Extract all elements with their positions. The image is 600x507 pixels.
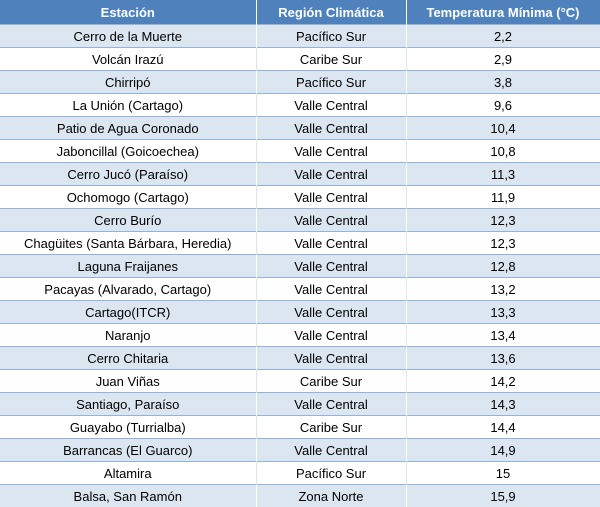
region-cell: Valle Central	[256, 140, 406, 163]
station-cell: Ochomogo (Cartago)	[0, 186, 256, 209]
region-cell: Valle Central	[256, 209, 406, 232]
column-header: Región Climática	[256, 0, 406, 25]
region-cell: Valle Central	[256, 301, 406, 324]
temperature-cell: 14,4	[406, 416, 600, 439]
temperature-cell: 2,2	[406, 25, 600, 48]
column-header: Estación	[0, 0, 256, 25]
station-cell: La Unión (Cartago)	[0, 94, 256, 117]
station-cell: Guayabo (Turrialba)	[0, 416, 256, 439]
station-cell: Barrancas (El Guarco)	[0, 439, 256, 462]
temperature-cell: 9,6	[406, 94, 600, 117]
temperature-cell: 14,9	[406, 439, 600, 462]
temperature-cell: 13,6	[406, 347, 600, 370]
temperature-cell: 2,9	[406, 48, 600, 71]
station-cell: Jaboncillal (Goicoechea)	[0, 140, 256, 163]
region-cell: Valle Central	[256, 94, 406, 117]
station-cell: Laguna Fraijanes	[0, 255, 256, 278]
region-cell: Caribe Sur	[256, 48, 406, 71]
temperature-cell: 3,8	[406, 71, 600, 94]
station-cell: Cerro de la Muerte	[0, 25, 256, 48]
station-cell: Chagüites (Santa Bárbara, Heredia)	[0, 232, 256, 255]
region-cell: Valle Central	[256, 117, 406, 140]
temperature-cell: 10,4	[406, 117, 600, 140]
station-cell: Cerro Jucó (Paraíso)	[0, 163, 256, 186]
region-cell: Valle Central	[256, 439, 406, 462]
region-cell: Valle Central	[256, 324, 406, 347]
temperature-cell: 11,3	[406, 163, 600, 186]
temperature-cell: 15	[406, 462, 600, 485]
column-header: Temperatura Mínima (°C)	[406, 0, 600, 25]
station-cell: Altamira	[0, 462, 256, 485]
temperature-cell: 14,2	[406, 370, 600, 393]
station-cell: Patio de Agua Coronado	[0, 117, 256, 140]
station-cell: Cartago(ITCR)	[0, 301, 256, 324]
temperature-cell: 15,9	[406, 485, 600, 507]
station-cell: Santiago, Paraíso	[0, 393, 256, 416]
station-cell: Juan Viñas	[0, 370, 256, 393]
region-cell: Valle Central	[256, 278, 406, 301]
temperature-cell: 13,3	[406, 301, 600, 324]
region-cell: Valle Central	[256, 393, 406, 416]
region-cell: Caribe Sur	[256, 370, 406, 393]
region-cell: Zona Norte	[256, 485, 406, 507]
region-cell: Pacífico Sur	[256, 462, 406, 485]
station-cell: Pacayas (Alvarado, Cartago)	[0, 278, 256, 301]
temperature-cell: 13,2	[406, 278, 600, 301]
table-row: Pacayas (Alvarado, Cartago)Valle Central…	[0, 278, 600, 301]
temperature-cell: 11,9	[406, 186, 600, 209]
station-cell: Balsa, San Ramón	[0, 485, 256, 507]
station-cell: Naranjo	[0, 324, 256, 347]
station-cell: Cerro Burío	[0, 209, 256, 232]
temperature-cell: 14,3	[406, 393, 600, 416]
table-row: Chagüites (Santa Bárbara, Heredia)Valle …	[0, 232, 600, 255]
station-cell: Volcán Irazú	[0, 48, 256, 71]
region-cell: Caribe Sur	[256, 416, 406, 439]
region-cell: Pacífico Sur	[256, 71, 406, 94]
station-cell: Chirripó	[0, 71, 256, 94]
region-cell: Pacífico Sur	[256, 25, 406, 48]
temperature-cell: 13,4	[406, 324, 600, 347]
region-cell: Valle Central	[256, 186, 406, 209]
temperature-cell: 12,3	[406, 209, 600, 232]
temperature-cell: 12,8	[406, 255, 600, 278]
region-cell: Valle Central	[256, 163, 406, 186]
station-cell: Cerro Chitaria	[0, 347, 256, 370]
region-cell: Valle Central	[256, 255, 406, 278]
region-cell: Valle Central	[256, 347, 406, 370]
temperature-cell: 10,8	[406, 140, 600, 163]
region-cell: Valle Central	[256, 232, 406, 255]
temperature-cell: 12,3	[406, 232, 600, 255]
